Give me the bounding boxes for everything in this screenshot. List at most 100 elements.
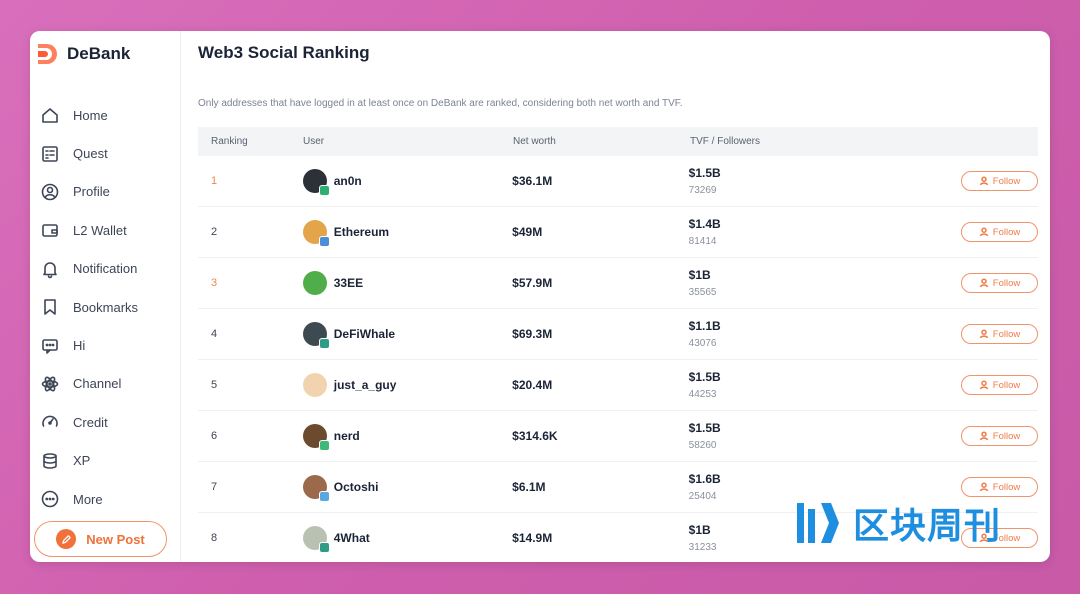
pencil-icon bbox=[56, 529, 77, 549]
sidebar-item-quest[interactable]: Quest bbox=[30, 134, 180, 172]
follow-label: Follow bbox=[992, 481, 1021, 493]
avatar[interactable] bbox=[302, 526, 330, 553]
sidebar-item-credit[interactable]: Credit bbox=[30, 403, 180, 441]
table-row: 8 4What $14.9M $1B 31233 Follow bbox=[198, 513, 1038, 562]
user-cell[interactable]: 4What bbox=[302, 526, 512, 553]
user-cell[interactable]: DeFiWhale bbox=[302, 322, 512, 349]
sidebar: DeBank Home Quest Profile L2 Wallet Notifica… bbox=[30, 31, 181, 562]
user-cell[interactable]: Octoshi bbox=[302, 475, 512, 502]
sidebar-item-channel[interactable]: Channel bbox=[30, 365, 180, 403]
username[interactable]: Ethereum bbox=[333, 225, 390, 239]
sidebar-item-bookmarks[interactable]: Bookmarks bbox=[30, 288, 180, 326]
username[interactable]: just_a_guy bbox=[333, 378, 397, 392]
follow-label: Follow bbox=[992, 175, 1021, 187]
username[interactable]: 33EE bbox=[333, 276, 364, 290]
avatar[interactable] bbox=[302, 169, 330, 196]
new-post-label: New Post bbox=[86, 531, 145, 547]
page-subtitle: Only addresses that have logged in at le… bbox=[198, 98, 683, 109]
tvf-value: $1.4B bbox=[688, 217, 721, 231]
watermark-text: 区块周刊 bbox=[853, 506, 1002, 547]
net-worth-cell: $6.1M bbox=[512, 480, 546, 494]
database-icon bbox=[39, 450, 61, 472]
verified-badge-icon bbox=[318, 440, 330, 451]
follow-button[interactable]: Follow bbox=[961, 222, 1038, 242]
follow-button[interactable]: Follow bbox=[961, 528, 1038, 548]
follow-button[interactable]: Follow bbox=[961, 375, 1038, 395]
sidebar-item-label: Profile bbox=[73, 184, 110, 200]
user-cell[interactable]: 33EE bbox=[302, 271, 512, 295]
debank-logo-icon bbox=[34, 41, 60, 67]
avatar[interactable] bbox=[302, 220, 330, 247]
user-cell[interactable]: just_a_guy bbox=[302, 373, 512, 397]
sidebar-item-profile[interactable]: Profile bbox=[30, 173, 180, 211]
sidebar-item-hi[interactable]: Hi bbox=[30, 326, 180, 364]
user-cell[interactable]: Ethereum bbox=[302, 220, 512, 247]
tvf-cell: $1.1B 43076 bbox=[689, 319, 928, 349]
rank-cell: 6 bbox=[211, 430, 218, 442]
follow-button[interactable]: Follow bbox=[961, 477, 1038, 497]
table-row: 2 Ethereum $49M $1.4B 81414 Follow bbox=[198, 207, 1038, 258]
net-worth-cell: $14.9M bbox=[512, 531, 553, 545]
avatar[interactable] bbox=[302, 271, 327, 295]
rank-cell: 8 bbox=[211, 532, 218, 544]
tvf-value: $1.5B bbox=[688, 370, 721, 384]
avatar[interactable] bbox=[302, 475, 330, 502]
username[interactable]: an0n bbox=[333, 174, 362, 188]
followers-count: 44253 bbox=[688, 389, 717, 400]
username[interactable]: nerd bbox=[333, 429, 360, 443]
verified-badge-icon bbox=[318, 491, 330, 502]
username[interactable]: Octoshi bbox=[333, 480, 379, 494]
username[interactable]: 4What bbox=[333, 531, 370, 545]
home-icon bbox=[39, 104, 61, 126]
table-row: 5 just_a_guy $20.4M $1.5B 44253 Follow bbox=[198, 360, 1038, 411]
watermark-logo-icon bbox=[797, 503, 839, 543]
net-worth-cell: $20.4M bbox=[512, 378, 553, 392]
tvf-value: $1.5B bbox=[688, 421, 721, 435]
tvf-value: $1.1B bbox=[688, 319, 721, 333]
avatar[interactable] bbox=[302, 322, 330, 349]
sidebar-item-label: Notification bbox=[73, 261, 138, 277]
user-cell[interactable]: nerd bbox=[302, 424, 512, 451]
sidebar-item-home[interactable]: Home bbox=[30, 96, 180, 134]
avatar[interactable] bbox=[302, 373, 327, 397]
profile-icon bbox=[39, 181, 61, 203]
followers-count: 25404 bbox=[688, 491, 717, 502]
sidebar-item-notification[interactable]: Notification bbox=[30, 250, 180, 288]
net-worth-cell: $69.3M bbox=[512, 327, 553, 341]
tvf-value: $1B bbox=[688, 268, 711, 282]
net-worth-cell: $49M bbox=[512, 225, 543, 239]
user-cell[interactable]: an0n bbox=[302, 169, 512, 196]
tvf-cell: $1.4B 81414 bbox=[689, 217, 928, 247]
follow-label: Follow bbox=[992, 328, 1021, 340]
column-header-ranking: Ranking bbox=[211, 136, 248, 147]
more-icon bbox=[39, 488, 61, 510]
tvf-value: $1B bbox=[688, 523, 711, 537]
follow-button[interactable]: Follow bbox=[961, 171, 1038, 191]
rank-cell: 3 bbox=[211, 277, 218, 289]
follow-button[interactable]: Follow bbox=[961, 324, 1038, 344]
new-post-button[interactable]: New Post bbox=[34, 521, 167, 557]
sidebar-item-more[interactable]: More bbox=[30, 480, 180, 518]
sidebar-item-xp[interactable]: XP bbox=[30, 442, 180, 480]
sidebar-item-label: Bookmarks bbox=[73, 299, 139, 315]
follow-button[interactable]: Follow bbox=[961, 273, 1038, 293]
sidebar-item-l2-wallet[interactable]: L2 Wallet bbox=[30, 211, 180, 249]
net-worth-cell: $36.1M bbox=[512, 174, 553, 188]
avatar[interactable] bbox=[302, 424, 330, 451]
username[interactable]: DeFiWhale bbox=[333, 327, 396, 341]
followers-count: 73269 bbox=[688, 185, 717, 196]
followers-count: 81414 bbox=[688, 236, 717, 247]
user-icon bbox=[979, 227, 989, 237]
followers-count: 31233 bbox=[688, 542, 717, 553]
follow-button[interactable]: Follow bbox=[961, 426, 1038, 446]
debank-logo[interactable]: DeBank bbox=[34, 41, 130, 67]
sidebar-nav: Home Quest Profile L2 Wallet Notification Boo… bbox=[30, 96, 180, 518]
follow-label: Follow bbox=[992, 430, 1021, 442]
checklist-icon bbox=[39, 143, 61, 165]
rank-cell: 1 bbox=[211, 175, 218, 187]
follow-label: Follow bbox=[992, 379, 1021, 391]
user-icon bbox=[979, 431, 989, 441]
tvf-value: $1.5B bbox=[688, 166, 721, 180]
sidebar-item-label: More bbox=[73, 491, 103, 507]
app-window: DeBank Home Quest Profile L2 Wallet Notifica… bbox=[30, 31, 1050, 562]
